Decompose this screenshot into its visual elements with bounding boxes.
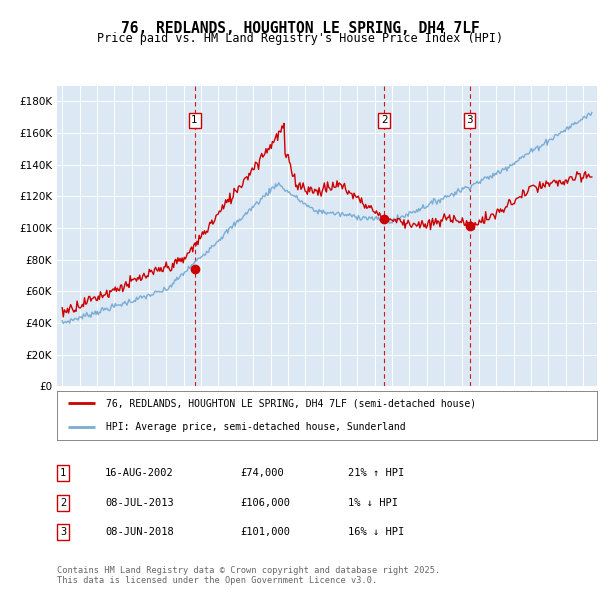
- Text: HPI: Average price, semi-detached house, Sunderland: HPI: Average price, semi-detached house,…: [106, 422, 405, 432]
- Text: 1% ↓ HPI: 1% ↓ HPI: [348, 498, 398, 507]
- Text: 2: 2: [381, 116, 388, 126]
- Text: 1: 1: [60, 468, 66, 478]
- Text: 76, REDLANDS, HOUGHTON LE SPRING, DH4 7LF: 76, REDLANDS, HOUGHTON LE SPRING, DH4 7L…: [121, 21, 479, 35]
- Text: 08-JUN-2018: 08-JUN-2018: [105, 527, 174, 537]
- Text: £101,000: £101,000: [240, 527, 290, 537]
- Text: 3: 3: [466, 116, 473, 126]
- Text: £106,000: £106,000: [240, 498, 290, 507]
- Text: £74,000: £74,000: [240, 468, 284, 478]
- Text: 08-JUL-2013: 08-JUL-2013: [105, 498, 174, 507]
- Text: 1: 1: [191, 116, 198, 126]
- Text: 16% ↓ HPI: 16% ↓ HPI: [348, 527, 404, 537]
- Text: Price paid vs. HM Land Registry's House Price Index (HPI): Price paid vs. HM Land Registry's House …: [97, 32, 503, 45]
- Text: 21% ↑ HPI: 21% ↑ HPI: [348, 468, 404, 478]
- Text: 16-AUG-2002: 16-AUG-2002: [105, 468, 174, 478]
- Text: 76, REDLANDS, HOUGHTON LE SPRING, DH4 7LF (semi-detached house): 76, REDLANDS, HOUGHTON LE SPRING, DH4 7L…: [106, 398, 476, 408]
- Text: 2: 2: [60, 498, 66, 507]
- Text: 3: 3: [60, 527, 66, 537]
- Text: Contains HM Land Registry data © Crown copyright and database right 2025.
This d: Contains HM Land Registry data © Crown c…: [57, 566, 440, 585]
